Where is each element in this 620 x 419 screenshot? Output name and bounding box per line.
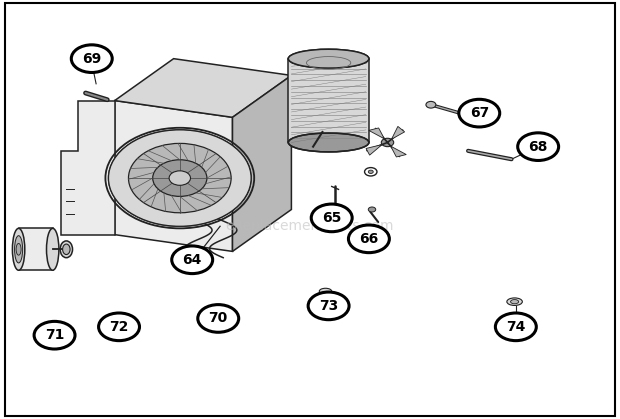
Ellipse shape xyxy=(12,228,25,270)
Ellipse shape xyxy=(60,241,73,258)
Circle shape xyxy=(368,170,373,173)
Circle shape xyxy=(381,138,394,147)
Ellipse shape xyxy=(63,244,70,255)
Ellipse shape xyxy=(153,160,207,197)
Ellipse shape xyxy=(108,130,251,226)
Ellipse shape xyxy=(288,49,369,68)
Circle shape xyxy=(348,225,389,253)
Text: 69: 69 xyxy=(82,52,102,66)
Ellipse shape xyxy=(507,298,522,305)
Text: 70: 70 xyxy=(208,311,228,326)
Text: 67: 67 xyxy=(469,106,489,120)
Ellipse shape xyxy=(16,243,21,255)
Polygon shape xyxy=(61,101,115,235)
Polygon shape xyxy=(288,59,369,142)
Text: 74: 74 xyxy=(506,320,526,334)
Text: 73: 73 xyxy=(319,299,339,313)
Polygon shape xyxy=(369,128,384,139)
Polygon shape xyxy=(115,59,291,117)
Polygon shape xyxy=(19,228,53,270)
Circle shape xyxy=(459,99,500,127)
Ellipse shape xyxy=(511,300,518,304)
Polygon shape xyxy=(366,145,382,155)
Circle shape xyxy=(518,133,559,160)
Ellipse shape xyxy=(46,228,59,270)
Text: 68: 68 xyxy=(528,140,548,154)
Ellipse shape xyxy=(14,235,22,263)
Circle shape xyxy=(34,321,75,349)
Circle shape xyxy=(198,305,239,332)
Circle shape xyxy=(71,45,112,72)
Polygon shape xyxy=(391,146,406,157)
Text: 64: 64 xyxy=(182,253,202,267)
Circle shape xyxy=(169,171,190,185)
Text: 71: 71 xyxy=(45,328,64,342)
Circle shape xyxy=(368,207,376,212)
Ellipse shape xyxy=(288,133,369,152)
Polygon shape xyxy=(232,75,291,251)
Polygon shape xyxy=(115,101,232,251)
Text: 66: 66 xyxy=(359,232,379,246)
Text: 65: 65 xyxy=(322,211,342,225)
Text: eReplacementParts.com: eReplacementParts.com xyxy=(226,219,394,233)
Ellipse shape xyxy=(319,288,332,294)
Ellipse shape xyxy=(288,49,369,68)
Ellipse shape xyxy=(108,130,251,226)
Ellipse shape xyxy=(128,143,231,213)
Text: 72: 72 xyxy=(109,320,129,334)
Circle shape xyxy=(308,292,349,320)
Polygon shape xyxy=(391,127,405,139)
Circle shape xyxy=(172,246,213,274)
Circle shape xyxy=(311,204,352,232)
Circle shape xyxy=(495,313,536,341)
Circle shape xyxy=(99,313,140,341)
Circle shape xyxy=(426,101,436,108)
